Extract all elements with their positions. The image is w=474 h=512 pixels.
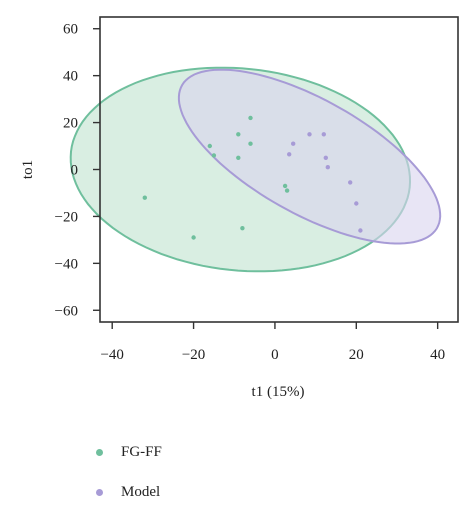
data-point-s0-6[interactable]: [240, 226, 245, 231]
data-point-s0-9[interactable]: [282, 183, 288, 189]
data-point-s1-8[interactable]: [358, 228, 363, 233]
x-axis-title: t1 (15%): [252, 384, 305, 400]
x-tick-label: 40: [430, 347, 445, 363]
x-tick-label: 0: [271, 347, 279, 363]
x-tick-label: 20: [349, 347, 364, 363]
data-point-s0-2[interactable]: [207, 143, 212, 149]
data-point-s0-1[interactable]: [191, 235, 196, 240]
confidence-ellipse-1: [177, 68, 442, 245]
data-point-s0-4[interactable]: [236, 132, 241, 137]
data-point-s1-5[interactable]: [325, 165, 330, 170]
data-point-s1-0[interactable]: [287, 152, 292, 157]
x-tick-label: −40: [100, 347, 123, 363]
y-tick-label: 60: [63, 22, 78, 38]
x-axis: −40 −20 0 20 40: [100, 322, 445, 363]
y-tick-label: 20: [63, 116, 78, 132]
legend-label-fg-ff: FG-FF: [121, 443, 162, 460]
legend-item-model[interactable]: Model: [96, 472, 162, 512]
data-point-s1-6[interactable]: [348, 180, 353, 185]
scatter-plot: −40 −20 0 20 40 60 40 20 0 −20 −40 −60 t1 (15%) to…: [20, 16, 459, 400]
data-point-s1-1[interactable]: [291, 141, 296, 146]
x-tick-label: −20: [182, 347, 205, 363]
data-point-s1-3[interactable]: [321, 132, 326, 137]
data-point-s0-10[interactable]: [284, 188, 290, 193]
data-point-s0-5[interactable]: [236, 155, 241, 160]
y-tick-label: −20: [55, 209, 78, 225]
legend-item-fg-ff[interactable]: FG-FF: [96, 432, 162, 472]
legend: FG-FF Model: [96, 432, 162, 512]
legend-label-model: Model: [121, 483, 161, 500]
data-point-s1-4[interactable]: [323, 155, 328, 160]
y-tick-label: 40: [63, 69, 78, 85]
data-point-s0-3[interactable]: [211, 153, 217, 158]
data-point-s1-2[interactable]: [307, 132, 312, 137]
y-axis-title: to1: [20, 160, 36, 179]
points-layer: [142, 115, 363, 240]
data-point-s0-0[interactable]: [142, 195, 147, 200]
y-tick-label: −40: [55, 256, 78, 272]
ellipses-layer: [69, 66, 442, 273]
legend-marker-model: [96, 488, 103, 496]
legend-marker-fg-ff: [96, 448, 103, 456]
y-tick-label: 0: [71, 163, 79, 179]
y-axis: 60 40 20 0 −20 −40 −60: [55, 22, 100, 319]
data-point-s1-7[interactable]: [354, 201, 359, 206]
y-tick-label: −60: [55, 303, 78, 319]
data-point-s0-8[interactable]: [248, 141, 253, 146]
data-point-s0-7[interactable]: [248, 115, 253, 121]
